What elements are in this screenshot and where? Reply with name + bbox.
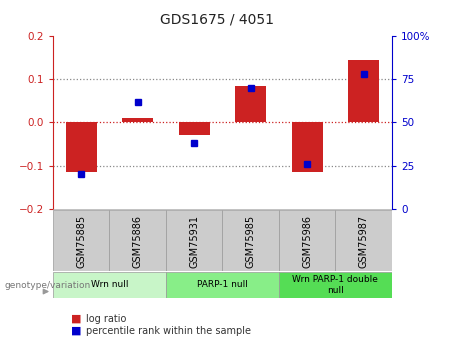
Text: ■: ■ <box>71 326 82 335</box>
Bar <box>336 210 392 271</box>
Text: GDS1675 / 4051: GDS1675 / 4051 <box>160 12 274 26</box>
Text: ■: ■ <box>71 314 82 324</box>
Text: Wrn PARP-1 double
null: Wrn PARP-1 double null <box>292 275 378 295</box>
Text: GSM75987: GSM75987 <box>359 215 369 268</box>
Text: percentile rank within the sample: percentile rank within the sample <box>86 326 251 335</box>
Text: GSM75886: GSM75886 <box>133 215 143 268</box>
Bar <box>235 86 266 122</box>
Bar <box>166 272 279 298</box>
Text: log ratio: log ratio <box>86 314 127 324</box>
Bar <box>166 210 222 271</box>
Bar <box>279 210 336 271</box>
Text: genotype/variation: genotype/variation <box>5 281 91 290</box>
Text: GSM75931: GSM75931 <box>189 215 199 268</box>
Text: GSM75885: GSM75885 <box>76 215 86 268</box>
Bar <box>53 210 110 271</box>
Bar <box>122 118 153 122</box>
Text: PARP-1 null: PARP-1 null <box>197 280 248 289</box>
Text: GSM75986: GSM75986 <box>302 215 312 268</box>
Bar <box>179 122 210 135</box>
Bar <box>348 60 379 122</box>
Bar <box>292 122 323 172</box>
Text: GSM75985: GSM75985 <box>246 215 256 268</box>
Bar <box>279 272 392 298</box>
Bar <box>110 210 166 271</box>
Text: Wrn null: Wrn null <box>91 280 128 289</box>
Bar <box>66 122 97 172</box>
Bar <box>53 272 166 298</box>
Bar <box>222 210 279 271</box>
